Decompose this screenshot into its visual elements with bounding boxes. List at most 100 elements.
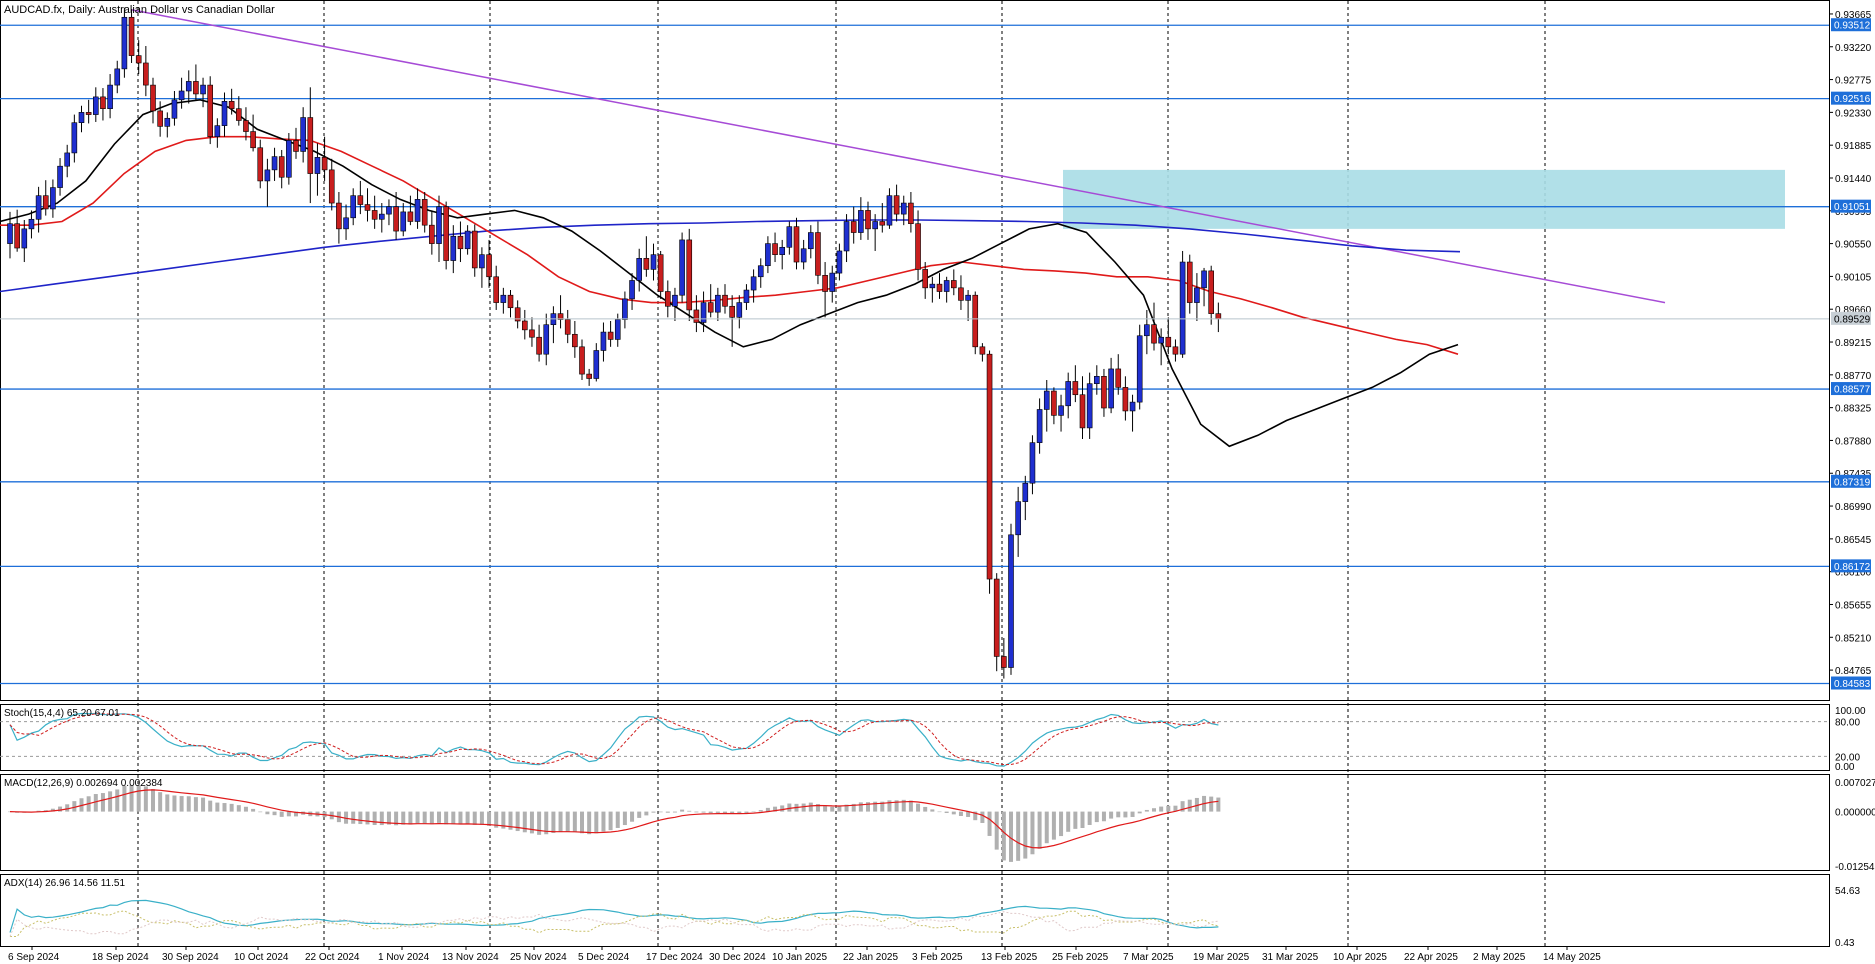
date-label-16: 7 Mar 2025	[1123, 952, 1174, 963]
macd-bar-103	[744, 811, 749, 813]
candle-1	[14, 209, 20, 252]
macd-bar-50	[365, 811, 370, 825]
candle-160	[1151, 302, 1157, 351]
macd-bar-154	[1109, 811, 1114, 819]
candle-168	[1208, 265, 1214, 325]
date-label-14: 13 Feb 2025	[981, 952, 1038, 963]
date-label-8: 5 Dec 2024	[578, 952, 630, 963]
candle-14	[107, 74, 113, 119]
candle-125	[900, 195, 907, 226]
candle-104	[750, 269, 757, 303]
candle-46	[336, 191, 342, 244]
macd-bar-131	[944, 811, 949, 814]
candle-142	[1022, 475, 1029, 521]
candle-23	[171, 90, 178, 126]
candle-58	[421, 191, 428, 233]
macd-bar-64	[465, 811, 470, 824]
candle-9	[71, 114, 78, 163]
candle-80	[579, 339, 585, 380]
candle-52	[378, 203, 385, 233]
candle-82	[593, 343, 600, 382]
candle-110	[793, 217, 800, 270]
candle-153	[1101, 368, 1107, 417]
macd-bar-30	[222, 803, 227, 812]
macd-bar-157	[1130, 811, 1135, 817]
macd-scale-1: 0.000000	[1835, 808, 1875, 819]
candle-98	[707, 284, 714, 318]
macd-bar-62	[451, 811, 456, 825]
macd-bar-82	[594, 811, 599, 834]
candle-131	[943, 276, 950, 303]
macd-bar-8	[65, 804, 70, 812]
candle-90	[650, 243, 657, 281]
macd-bar-139	[1001, 811, 1006, 861]
macd-bar-120	[866, 802, 870, 812]
macd-bar-59	[429, 811, 434, 825]
macd-bar-57	[415, 811, 420, 824]
macd-bar-166	[1194, 797, 1199, 812]
price-tick-label-3: 0.92330	[1835, 108, 1872, 119]
macd-bar-16	[122, 785, 127, 812]
macd-bar-48	[351, 811, 356, 824]
candle-88	[636, 248, 643, 292]
date-axis[interactable]: 6 Sep 2024 18 Sep 2024 30 Sep 2024 10 Oct 2…	[8, 946, 1601, 963]
price-axis[interactable]: 0.93665 0.93220 0.92775 0.92330 0.91885 0.914…	[0, 10, 1872, 690]
macd-bar-149	[1073, 811, 1078, 829]
candle-81	[586, 368, 592, 386]
candle-113	[815, 221, 821, 285]
candle-159	[1144, 309, 1150, 355]
date-label-21: 2 May 2025	[1473, 952, 1526, 963]
resistance-zone-box	[1063, 169, 1785, 229]
stochastic-frame	[0, 704, 1830, 771]
candle-121	[872, 214, 878, 251]
macd-bar-136	[980, 811, 985, 823]
price-tick-label-17: 0.86100	[1835, 568, 1872, 579]
adx-frame	[0, 874, 1830, 947]
adx-pane[interactable]: ADX(14) 26.96 14.56 11.51	[0, 874, 1830, 947]
macd-bar-104	[751, 811, 756, 813]
price-tick-label-19: 0.85210	[1835, 633, 1872, 644]
vertical-grid	[137, 1, 1546, 946]
candle-135	[972, 291, 979, 355]
date-label-6: 13 Nov 2024	[442, 952, 499, 963]
adx-lines	[9, 899, 1219, 937]
candle-163	[1172, 339, 1179, 362]
macd-bar-163	[1173, 805, 1178, 812]
macd-bar-80	[580, 811, 584, 834]
candle-32	[236, 96, 242, 126]
candle-96	[693, 295, 700, 333]
macd-bar-49	[358, 811, 363, 825]
macd-bar-22	[165, 794, 170, 812]
candle-92	[664, 280, 671, 318]
candle-41	[300, 107, 306, 163]
candle-10	[78, 105, 85, 133]
candle-24	[178, 77, 185, 109]
macd-pane[interactable]: MACD(12,26,9) 0.002694 0.002384	[0, 774, 1830, 871]
macd-bar-146	[1051, 811, 1056, 840]
price-tick-label-0: 0.93665	[1835, 10, 1872, 21]
stochastic-pane[interactable]: Stoch(15,4,4) 65.20 67.01	[0, 704, 1830, 771]
macd-bar-144	[1037, 811, 1042, 849]
candle-74	[536, 324, 542, 362]
candle-16	[121, 7, 128, 78]
macd-bar-35	[258, 811, 263, 813]
macd-bar-141	[1016, 811, 1021, 861]
candle-3	[28, 210, 35, 239]
candle-79	[572, 321, 578, 358]
price-tick-label-20: 0.84765	[1835, 666, 1872, 677]
macd-bar-153	[1101, 811, 1106, 822]
price-tick-label-8: 0.90105	[1835, 272, 1872, 283]
price-pane-frame	[0, 0, 1830, 701]
trendline	[131, 9, 1666, 304]
price-pane[interactable]: AUDCAD.fx, Daily: Australian Dollar vs C…	[0, 0, 1830, 701]
macd-bar-119	[858, 802, 863, 812]
candle-7	[57, 158, 63, 196]
macd-bar-24	[179, 796, 184, 812]
macd-bar-88	[637, 811, 642, 818]
candle-29	[214, 118, 221, 148]
candle-15	[114, 60, 121, 94]
macd-bar-142	[1023, 811, 1028, 859]
price-tick-label-10: 0.89215	[1835, 338, 1872, 349]
macd-bar-161	[1159, 806, 1164, 812]
